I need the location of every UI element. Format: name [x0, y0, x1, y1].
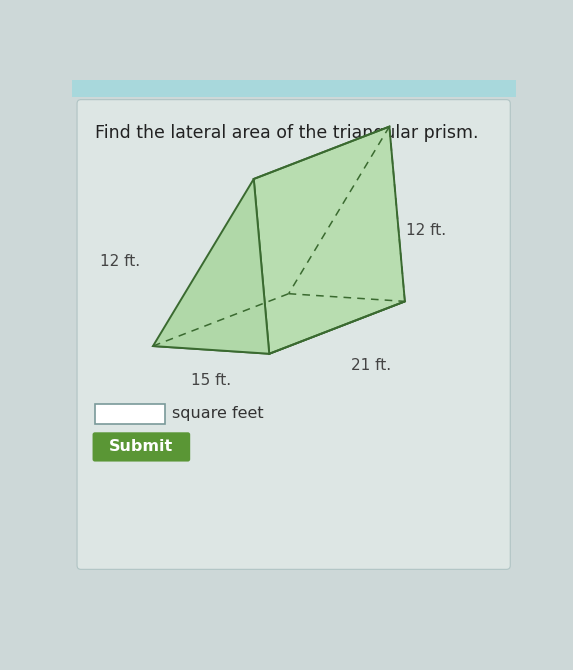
Polygon shape: [254, 127, 405, 354]
Polygon shape: [153, 293, 405, 354]
Text: 12 ft.: 12 ft.: [406, 223, 446, 238]
FancyBboxPatch shape: [93, 432, 190, 462]
Text: 12 ft.: 12 ft.: [100, 254, 140, 269]
Text: 21 ft.: 21 ft.: [351, 358, 391, 373]
Polygon shape: [153, 179, 269, 354]
Text: 0.1 Lateral area of prisms and cylinders  C6Q: 0.1 Lateral area of prisms and cylinders…: [76, 82, 344, 95]
Text: 15 ft.: 15 ft.: [191, 373, 231, 388]
Text: Find the lateral area of the triangular prism.: Find the lateral area of the triangular …: [95, 124, 478, 142]
Text: Submit: Submit: [109, 440, 174, 454]
Text: square feet: square feet: [172, 406, 264, 421]
FancyBboxPatch shape: [95, 404, 164, 424]
FancyBboxPatch shape: [77, 100, 511, 570]
FancyBboxPatch shape: [72, 80, 516, 97]
